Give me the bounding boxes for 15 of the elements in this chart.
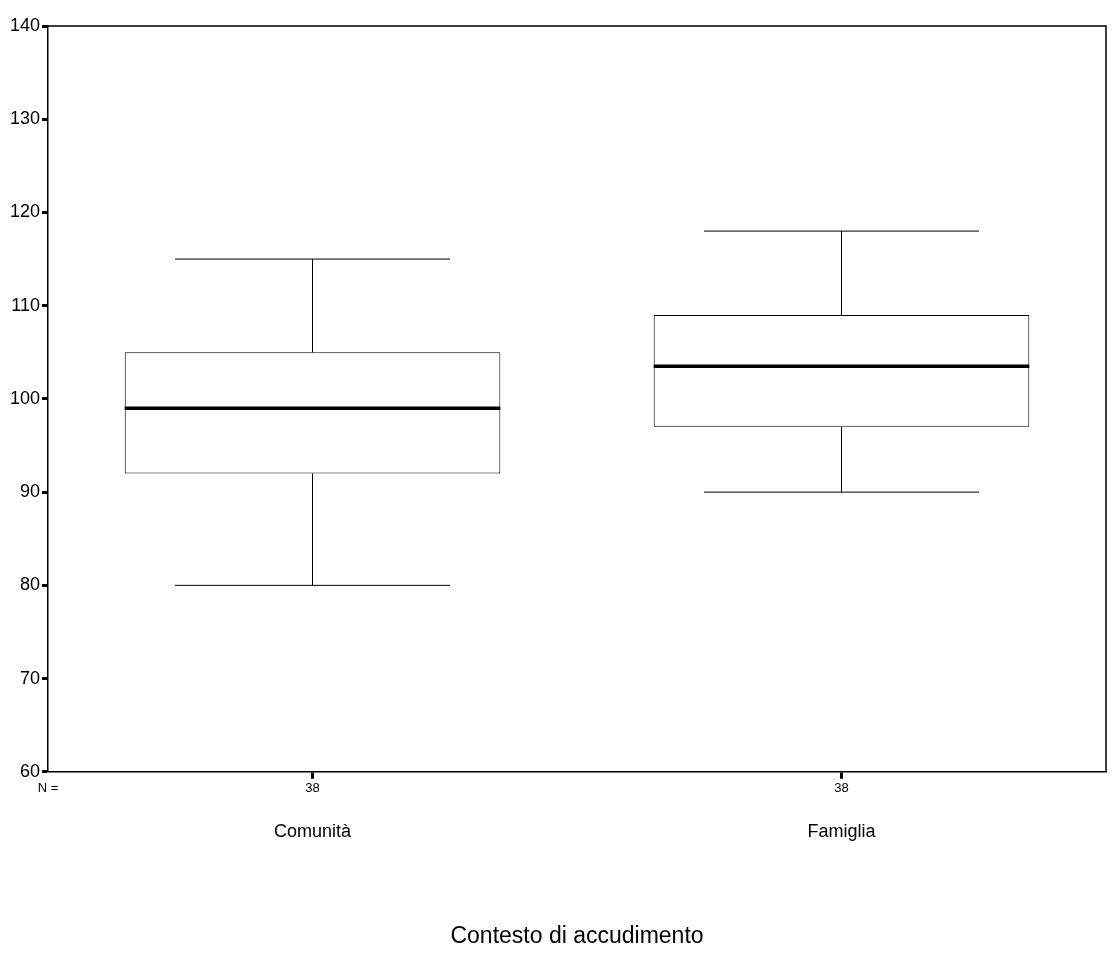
- y-tick-label: 100: [9, 387, 41, 408]
- text: N =: [37, 779, 59, 795]
- y-tick-label: 140: [9, 14, 41, 35]
- y-tick-label: 60: [20, 760, 41, 781]
- x-tick-label: Comunità: [274, 820, 353, 841]
- y-tick-label: 120: [9, 201, 41, 222]
- y-tick-label: 80: [20, 574, 41, 595]
- text: 38: [305, 779, 320, 795]
- y-tick-label: 130: [9, 108, 41, 129]
- text: 38: [834, 779, 849, 795]
- x-tick-label: Famiglia: [807, 820, 877, 841]
- y-tick-label: 70: [20, 667, 41, 688]
- x-axis-title: Contesto di accudimento: [450, 921, 704, 948]
- y-tick-label: 110: [11, 294, 41, 315]
- y-tick-label: 90: [20, 481, 41, 502]
